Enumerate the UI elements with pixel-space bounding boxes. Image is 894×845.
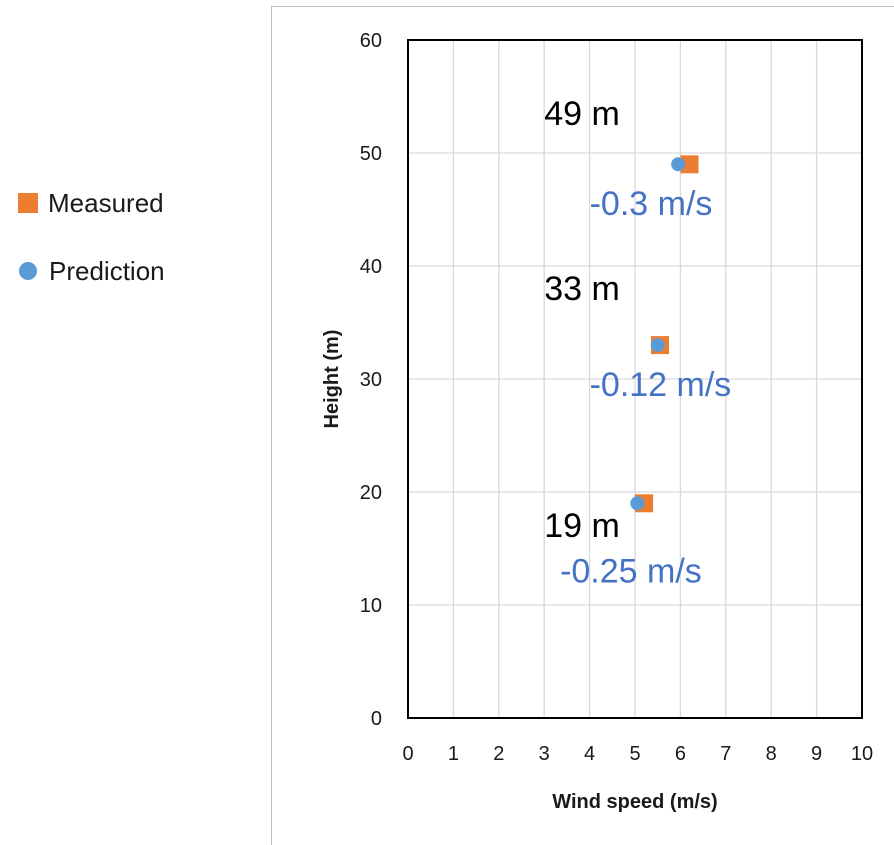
legend-label-measured: Measured — [48, 187, 164, 218]
x-tick-label: 7 — [720, 743, 731, 765]
x-tick-label: 0 — [402, 743, 413, 765]
y-tick-label: 10 — [360, 595, 382, 617]
annotation-label: -0.25 m/s — [560, 552, 702, 590]
x-tick-label: 10 — [851, 743, 873, 765]
annotation-label: 33 m — [544, 270, 620, 308]
plot-border — [407, 39, 863, 719]
prediction-point — [630, 496, 645, 511]
legend-item-measured: Measured — [18, 186, 165, 220]
annotation-label: -0.12 m/s — [590, 366, 732, 404]
legend-label-prediction: Prediction — [49, 255, 165, 286]
x-tick-label: 5 — [629, 743, 640, 765]
x-tick-label: 1 — [448, 743, 459, 765]
y-tick-label: 30 — [360, 369, 382, 391]
y-axis-label: Height (m) — [321, 330, 343, 429]
y-tick-label: 20 — [360, 482, 382, 504]
y-tick-label: 0 — [371, 708, 382, 730]
annotation-label: 19 m — [544, 507, 620, 545]
x-axis-label: Wind speed (m/s) — [552, 791, 717, 813]
annotation-label: -0.3 m/s — [590, 185, 713, 223]
annotation-label: 49 m — [544, 95, 620, 133]
x-tick-label: 2 — [493, 743, 504, 765]
x-tick-label: 9 — [811, 743, 822, 765]
x-tick-label: 6 — [675, 743, 686, 765]
legend: Measured Prediction — [18, 186, 165, 322]
prediction-marker-icon — [19, 262, 37, 280]
chart-frame — [271, 6, 894, 845]
y-tick-label: 50 — [360, 143, 382, 165]
y-tick-label: 40 — [360, 256, 382, 278]
x-tick-label: 3 — [539, 743, 550, 765]
y-tick-label: 60 — [360, 30, 382, 52]
x-tick-label: 4 — [584, 743, 595, 765]
legend-item-prediction: Prediction — [18, 254, 165, 288]
measured-marker-icon — [18, 193, 38, 213]
prediction-point — [671, 157, 686, 172]
measured-point — [680, 155, 699, 174]
prediction-point — [650, 338, 665, 353]
x-tick-label: 8 — [766, 743, 777, 765]
